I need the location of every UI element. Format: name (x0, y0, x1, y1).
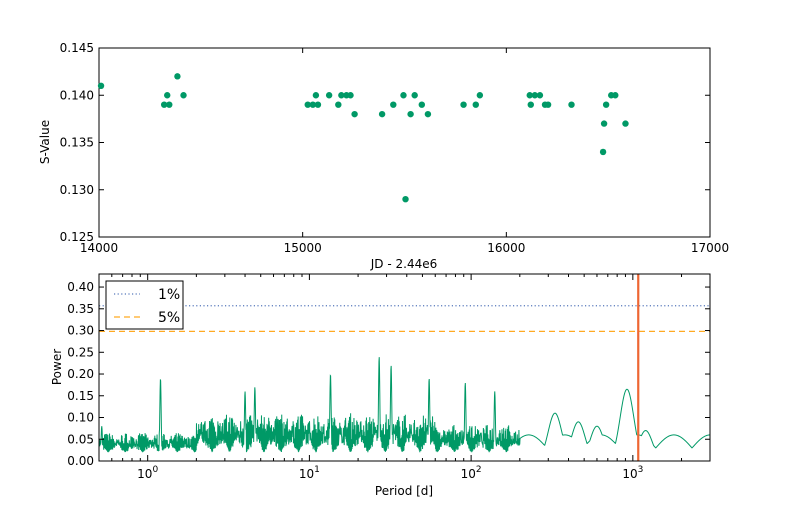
periodogram-x-tick-label: 102 (461, 465, 482, 481)
legend: 1% 5% (105, 280, 184, 330)
svalue-point (160, 101, 168, 108)
tick-exponent: 1 (314, 465, 320, 475)
svalue-point (527, 101, 534, 108)
svalue-point (390, 101, 397, 108)
svalue-point (309, 101, 317, 108)
svalue-point (411, 92, 418, 99)
svalue-point (612, 92, 619, 99)
svalue-point (531, 92, 539, 99)
periodogram-y-tick-label: 0.25 (67, 345, 94, 359)
svalue-point (312, 92, 320, 99)
legend-box (105, 280, 184, 330)
svalue-point (526, 92, 533, 99)
tick-base: 10 (461, 467, 476, 481)
periodogram-axes-frame (98, 273, 711, 462)
svalue-point (378, 110, 386, 118)
svalue-point (314, 101, 322, 108)
svalue-x-tick-label: 16000 (487, 241, 525, 255)
periodogram-y-tick-label: 0.10 (67, 411, 94, 425)
periodogram-y-label: Power (50, 349, 64, 385)
svalue-point (407, 110, 414, 118)
periodogram-y-tick-label: 0.40 (67, 280, 94, 294)
svalue-ticks: 14000 15000 16000 17000 0.125 0.130 0.135 0.140… (60, 41, 729, 255)
svalue-point (174, 73, 181, 80)
svalue-point (325, 92, 333, 99)
svalue-x-label: JD - 2.44e6 (370, 257, 437, 271)
svalue-x-tick-label: 14000 (80, 241, 118, 255)
svalue-point (536, 92, 544, 99)
svalue-point (166, 101, 173, 108)
svalue-point (400, 92, 407, 99)
svalue-y-tick-label: 0.145 (60, 41, 94, 55)
periodogram-x-tick-label: 101 (299, 465, 320, 481)
svalue-point (602, 101, 610, 108)
tick-exponent: 2 (476, 465, 482, 475)
svalue-axes-frame (98, 47, 711, 238)
svalue-point (97, 82, 105, 90)
svalue-point (304, 101, 311, 108)
svalue-point (335, 101, 342, 108)
periodogram-y-tick-label: 0.00 (67, 454, 94, 468)
svalue-point (476, 92, 484, 99)
periodogram-y-tick-label: 0.20 (67, 367, 94, 381)
svalue-point (544, 101, 552, 108)
tick-exponent: 0 (152, 465, 158, 475)
periodogram-x-label: Period [d] (375, 484, 433, 498)
svalue-points (97, 73, 629, 203)
tick-base: 10 (622, 467, 637, 481)
periodogram-x-tick-label: 100 (137, 465, 158, 481)
svalue-point (338, 92, 345, 99)
svalue-panel: 14000 15000 16000 17000 0.125 0.130 0.135 0.140… (38, 41, 729, 271)
tick-base: 10 (299, 467, 314, 481)
svalue-point (568, 101, 575, 108)
svalue-point (599, 148, 607, 156)
svalue-y-tick-label: 0.130 (60, 183, 94, 197)
svalue-y-tick-label: 0.125 (60, 230, 94, 244)
svalue-point (347, 92, 354, 99)
tick-base: 10 (137, 467, 152, 481)
tick-exponent: 3 (638, 465, 644, 475)
periodogram-y-tick-label: 0.05 (67, 432, 94, 446)
svalue-point (164, 92, 171, 99)
svalue-point (622, 120, 629, 127)
periodogram-line (99, 357, 710, 453)
svalue-y-label: S-Value (38, 120, 52, 164)
periodogram-y-tick-label: 0.15 (67, 389, 94, 403)
svalue-x-tick-label: 17000 (691, 241, 729, 255)
svalue-x-tick-label: 15000 (284, 241, 322, 255)
svalue-point (351, 110, 358, 118)
svalue-point (418, 101, 426, 108)
legend-5pct-label: 5% (158, 310, 180, 326)
svalue-y-tick-label: 0.135 (60, 136, 94, 150)
svalue-point (472, 101, 479, 108)
svalue-y-tick-label: 0.140 (60, 88, 94, 102)
svalue-point (600, 120, 608, 127)
legend-1pct-label: 1% (158, 287, 180, 303)
periodogram-y-tick-label: 0.35 (67, 302, 94, 316)
periodogram-y-tick-label: 0.30 (67, 324, 94, 338)
svalue-point (424, 110, 432, 118)
periodogram-x-tick-label: 103 (622, 465, 643, 481)
svalue-point (402, 196, 409, 203)
svalue-point (180, 92, 187, 99)
svalue-point (460, 101, 467, 108)
